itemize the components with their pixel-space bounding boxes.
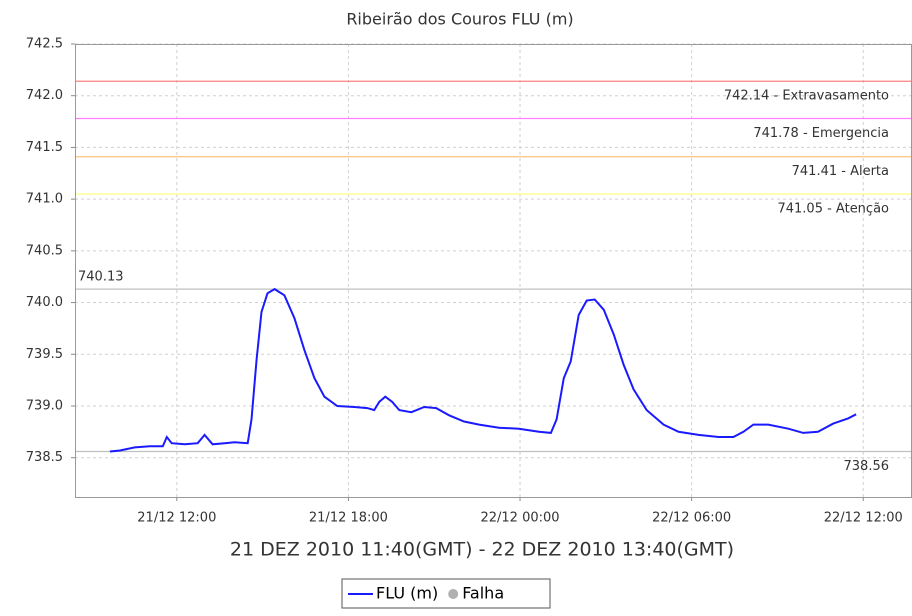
legend-label: Falha (462, 584, 504, 603)
data-line (109, 287, 857, 453)
y-tick-label: 742.5 (26, 37, 63, 52)
x-tick-label: 22/12 06:00 (652, 511, 731, 526)
legend-box (341, 578, 551, 609)
threshold-label: 741.78 - Emergencia (753, 126, 889, 141)
plot-area (75, 44, 911, 497)
x-axis-label: 21 DEZ 2010 11:40(GMT) - 22 DEZ 2010 13:… (230, 539, 734, 561)
threshold-label: 742.14 - Extravasamento (724, 89, 889, 104)
y-tick-label: 739.0 (26, 398, 63, 413)
legend-swatch (448, 589, 459, 599)
threshold-label: 741.05 - Atenção (777, 201, 889, 216)
y-tick-label: 740.0 (26, 295, 63, 310)
threshold-label: 738.56 (844, 459, 890, 474)
threshold-label: 740.13 (78, 270, 124, 285)
y-tick-label: 738.5 (26, 450, 63, 465)
chart-title: Ribeirão dos Couros FLU (m) (346, 10, 573, 29)
legend: FLU (m) Falha (341, 578, 551, 609)
x-tick-label: 21/12 12:00 (137, 511, 216, 526)
y-tick-label: 742.0 (26, 88, 63, 103)
x-tick-label: 22/12 00:00 (480, 511, 559, 526)
legend-label: FLU (m) (376, 584, 438, 603)
threshold-label: 741.41 - Alerta (792, 164, 889, 179)
x-tick-label: 21/12 18:00 (309, 511, 388, 526)
y-tick-label: 740.5 (26, 243, 63, 258)
x-tick-label: 22/12 12:00 (824, 511, 903, 526)
y-tick-label: 741.5 (26, 140, 63, 155)
y-tick-label: 741.0 (26, 192, 63, 207)
y-tick-label: 739.5 (26, 347, 63, 362)
